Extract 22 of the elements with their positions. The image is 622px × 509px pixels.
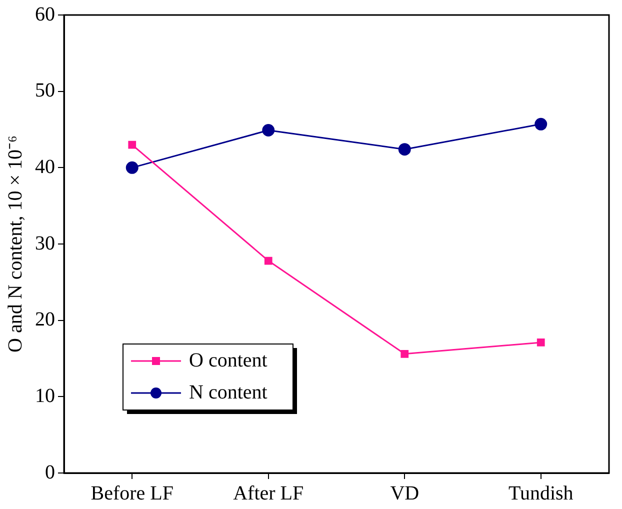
y-tick-label: 0 — [45, 461, 55, 484]
legend-label: O content — [189, 349, 268, 372]
legend-label: N content — [189, 381, 268, 404]
x-tick-label: Before LF — [90, 482, 174, 504]
point — [262, 124, 275, 137]
point — [400, 350, 409, 358]
point — [126, 161, 138, 174]
x-tick-label: After LF — [233, 482, 304, 504]
y-tick-label: 60 — [35, 3, 55, 26]
x-tick-label: VD — [390, 482, 420, 504]
y-tick-label: 10 — [35, 384, 55, 407]
point — [534, 118, 548, 130]
y-tick-label: 50 — [35, 80, 55, 102]
y-tick-label: 30 — [35, 232, 55, 254]
point — [536, 338, 545, 346]
y-axis-title: O and N content, 10 × 10⁻⁶ — [4, 136, 26, 352]
x-tick-label: Tundish — [508, 482, 574, 504]
y-tick-label: 40 — [35, 156, 55, 178]
point — [128, 140, 136, 149]
point — [398, 143, 411, 156]
point — [264, 256, 272, 265]
y-tick-label: 20 — [35, 308, 55, 331]
